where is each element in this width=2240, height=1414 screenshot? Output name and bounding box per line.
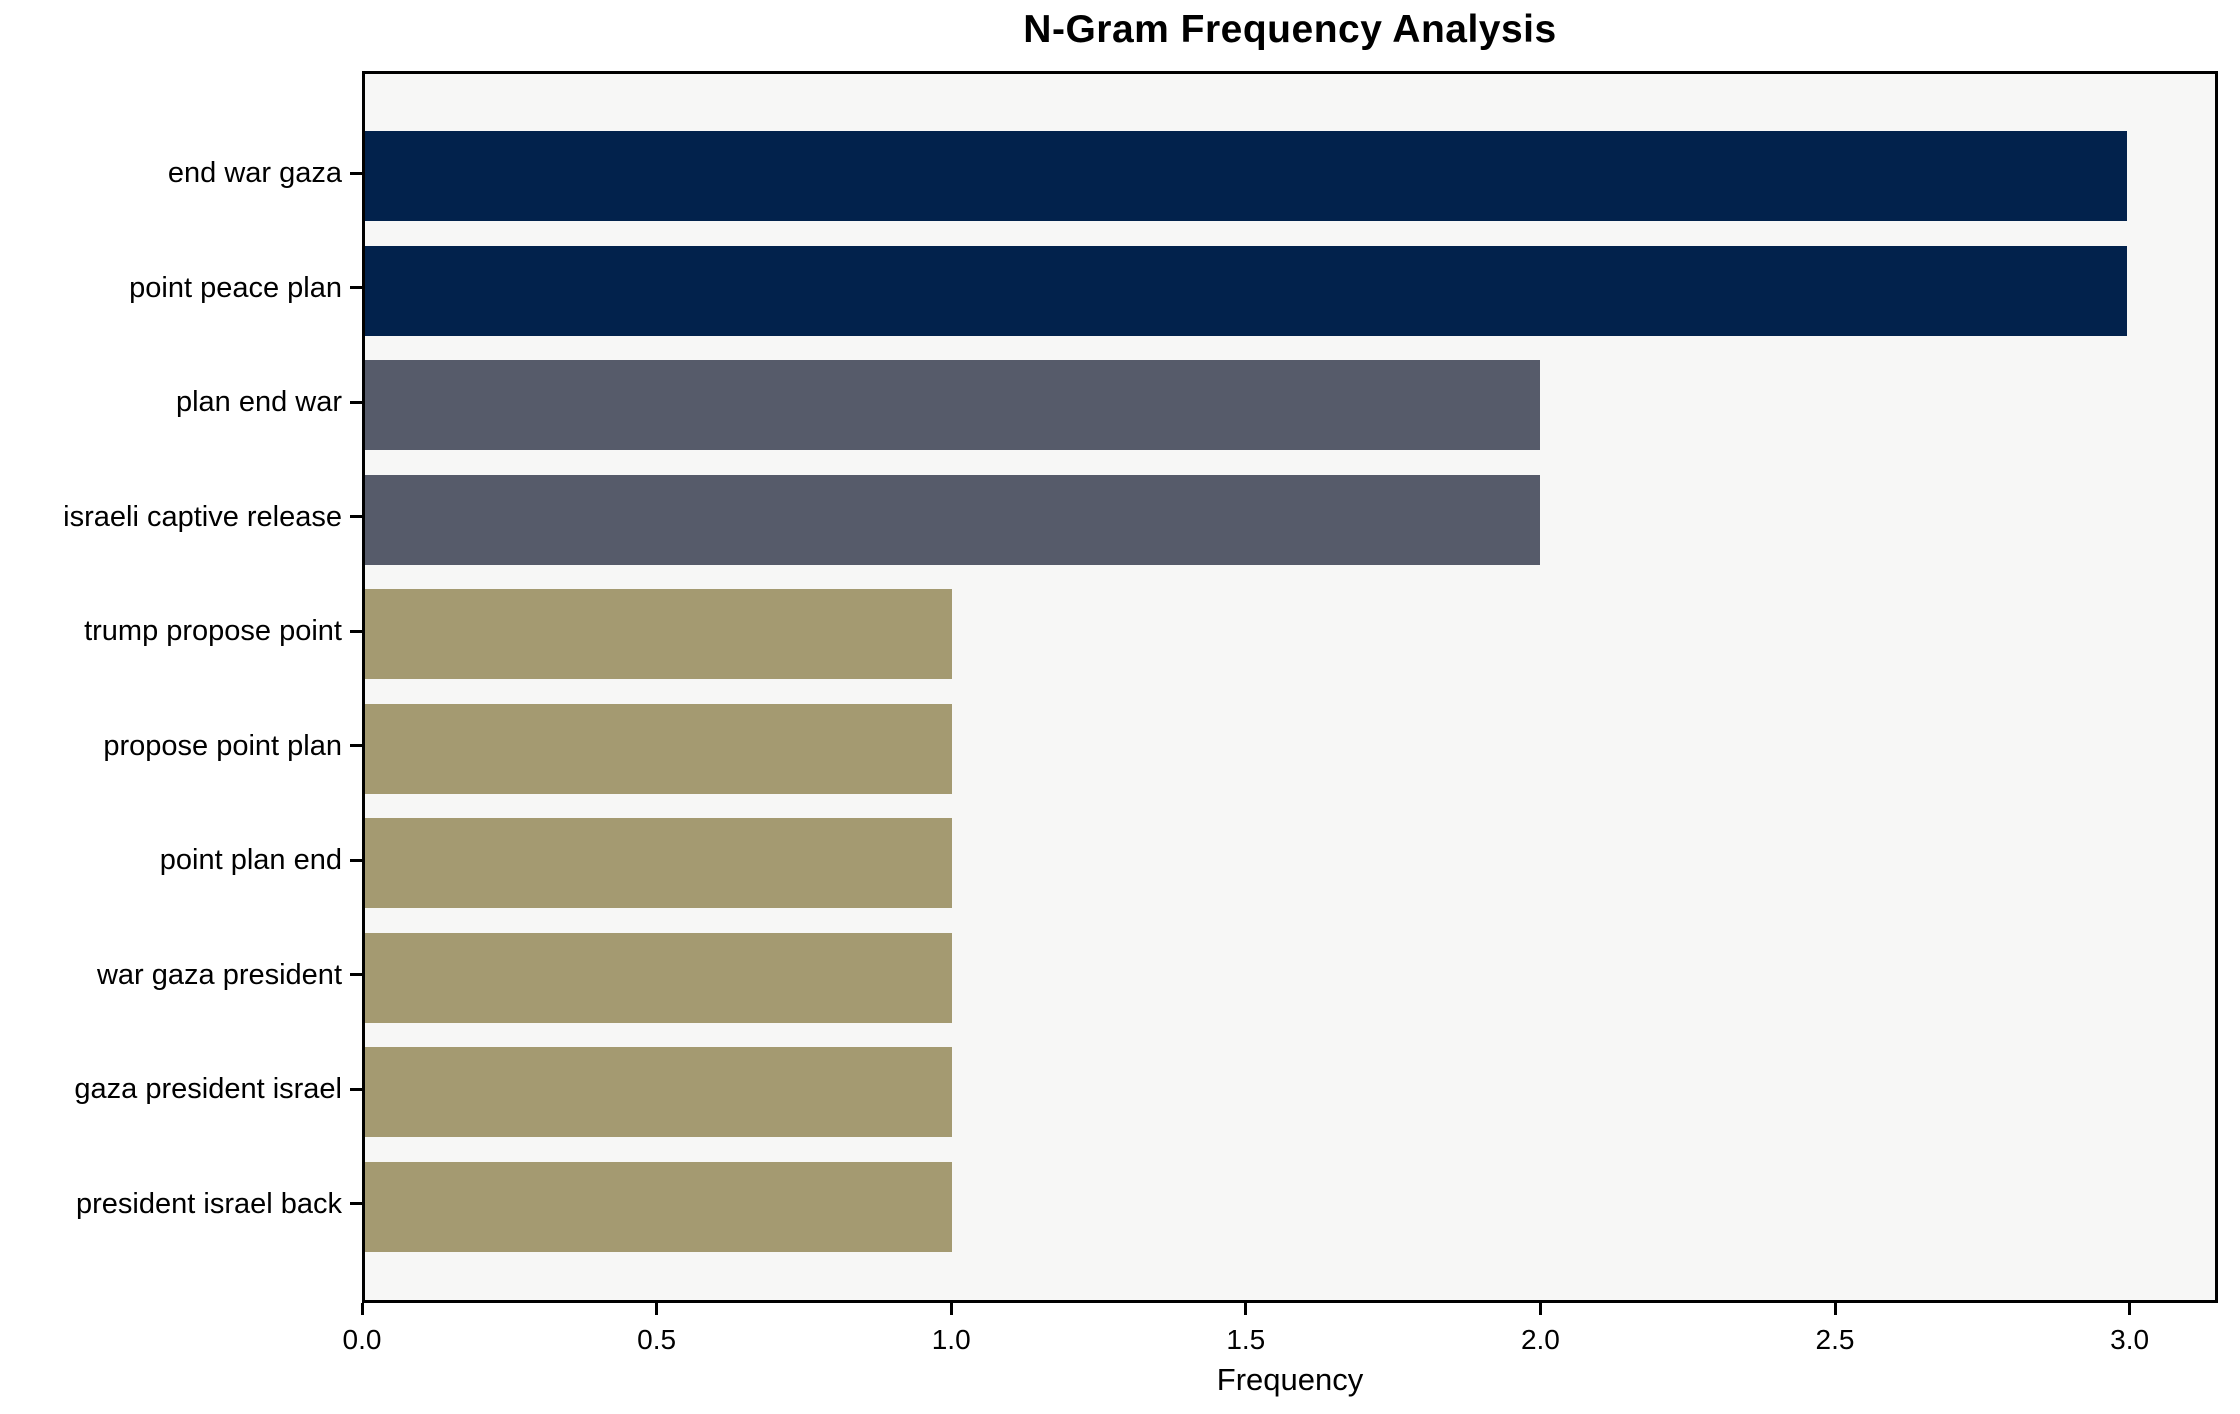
bar-gaza-president-israel [365, 1047, 953, 1137]
x-tick-mark [1244, 1303, 1248, 1315]
y-tick-mark [350, 515, 362, 518]
y-tick-mark [350, 629, 362, 633]
y-tick-mark [350, 1202, 362, 1205]
y-tick-label: israeli captive release [63, 500, 342, 533]
plot-area [362, 71, 2218, 1303]
x-tick-mark [2128, 1303, 2132, 1315]
y-tick-mark [350, 400, 362, 404]
y-tick-label: plan end war [175, 386, 342, 418]
y-tick-label: war gaza president [96, 958, 342, 991]
x-tick-label: 2.5 [1815, 1324, 1855, 1355]
x-tick-mark [949, 1303, 953, 1315]
x-tick-label: 0.5 [637, 1324, 677, 1355]
y-tick-label: end war gaza [167, 157, 342, 189]
x-tick-mark [1538, 1303, 1542, 1315]
x-axis-title: Frequency [1216, 1362, 1364, 1397]
y-tick-label: gaza president israel [74, 1073, 342, 1105]
y-tick-mark [350, 171, 362, 175]
x-tick-label: 1.5 [1226, 1324, 1266, 1355]
y-tick-label: point peace plan [129, 271, 342, 304]
x-tick-mark [360, 1303, 364, 1315]
bar-point-plan-end [365, 818, 953, 908]
y-tick-label: trump propose point [84, 615, 342, 647]
bar-point-peace-plan [365, 245, 2127, 336]
bar-war-gaza-president [365, 932, 953, 1023]
x-tick-label: 2.0 [1520, 1324, 1560, 1355]
y-tick-mark [350, 1087, 362, 1091]
y-tick-mark [350, 973, 362, 976]
bar-end-war-gaza [365, 131, 2127, 221]
y-tick-mark [350, 286, 362, 289]
x-tick-label: 0.0 [342, 1324, 382, 1355]
bar-plan-end-war [365, 360, 1540, 450]
bar-president-israel-back [365, 1161, 953, 1252]
chart-title: N-Gram Frequency Analysis [1023, 8, 1557, 51]
y-tick-mark [350, 744, 362, 747]
bar-israeli-captive-release [365, 474, 1540, 565]
x-tick-mark [1833, 1303, 1837, 1315]
x-tick-label: 1.0 [931, 1324, 971, 1355]
x-tick-mark [655, 1303, 659, 1315]
y-tick-mark [350, 858, 362, 862]
x-tick-label: 3.0 [2110, 1324, 2150, 1355]
y-tick-label: point plan end [159, 844, 342, 876]
bar-propose-point-plan [365, 703, 953, 794]
y-tick-label: propose point plan [103, 729, 342, 762]
bar-trump-propose-point [365, 589, 953, 679]
y-tick-label: president israel back [76, 1187, 342, 1220]
